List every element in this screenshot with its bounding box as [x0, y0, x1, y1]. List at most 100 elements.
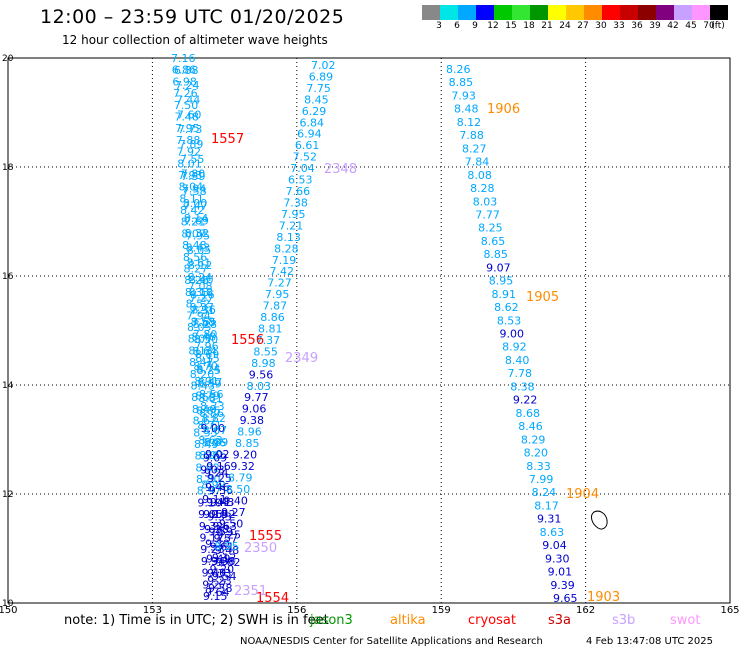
colorbar-swatch: [476, 5, 494, 20]
track-left-b-value: 8.14: [184, 212, 209, 225]
track-middle-value: 9.38: [240, 414, 265, 427]
x-tick-label: 162: [576, 605, 595, 616]
colorbar-label: 70: [703, 21, 715, 31]
track-left-a-value: 7.94: [186, 309, 211, 322]
y-tick-label: 14: [2, 381, 14, 391]
track-right-value: 8.53: [497, 314, 522, 327]
track-right-value: 8.28: [470, 182, 495, 195]
colorbar-label: 36: [631, 21, 643, 31]
track-right-value: 8.03: [473, 195, 498, 208]
track-left-b-value: 8.92: [199, 449, 224, 462]
track-middle-value: 9.12: [212, 552, 237, 565]
track-left-a-value: 8.65: [191, 391, 216, 404]
track-left-d-value: 8.67: [203, 424, 228, 437]
track-middle-value: 8.86: [260, 311, 285, 324]
track-right-value: 8.20: [524, 447, 549, 460]
track-middle-value: 7.75: [306, 82, 331, 95]
legend-altika: altika: [390, 613, 426, 628]
track-left-d-value: 9.57: [214, 532, 239, 545]
x-tick-label: 159: [432, 605, 451, 616]
track-left-d-value: 8.25: [197, 364, 222, 377]
track-right-value: 8.62: [494, 301, 519, 314]
track-left-b-value: 9.03: [200, 464, 225, 477]
track-middle-value: 7.52: [293, 151, 318, 164]
colorbar-label: 15: [505, 21, 517, 31]
track-middle-value: 7.27: [267, 277, 292, 290]
track-left-d-value: 9.52: [211, 508, 236, 521]
track-middle-value: 8.95: [214, 540, 239, 553]
track-left-a-value: 7.95: [175, 122, 200, 135]
track-left-b-value: 8.18: [189, 286, 214, 299]
track-middle-value: 8.03: [246, 380, 271, 393]
colorbar-label: 33: [613, 21, 625, 31]
track-left-d-value: 7.51: [190, 304, 215, 317]
colorbar-swatch: [656, 5, 674, 20]
track-middle-value: 6.84: [299, 116, 324, 129]
colorbar-swatch: [620, 5, 638, 20]
track-left-c-value: 9.24: [204, 466, 229, 479]
track-left-a-value: 9.05: [198, 508, 223, 521]
track-left-a-value: 9.27: [202, 578, 227, 591]
track-left-b-value: 8.58: [191, 316, 216, 329]
track-left-b-value: 9.28: [204, 523, 229, 536]
track-left-b-value: 9.30: [205, 538, 230, 551]
track-middle-value: 9.64: [205, 586, 230, 599]
track-middle-value: 7.37: [256, 334, 281, 347]
track-left-b-value: 8.00: [183, 197, 208, 210]
track-left-c-value: 7.95: [186, 229, 211, 242]
pass-label: 1555: [249, 529, 282, 544]
track-left-a-value: 6.86: [172, 64, 197, 77]
legend-s3b: s3b: [612, 613, 636, 628]
track-left-d-value: 7.80: [193, 328, 218, 341]
track-left-c-value: 9.33: [207, 511, 232, 524]
track-middle-value: 6.89: [309, 70, 334, 83]
track-left-b-value: 9.19: [203, 508, 228, 521]
track-right-value: 9.01: [548, 566, 573, 579]
colorbar-label: 30: [595, 21, 607, 31]
colorbar-labels: 3 6 9 12 15 18 21 24 27 30 33 36 39 42 45 70 (ft): [422, 21, 740, 33]
track-left-d-value: 7.65: [192, 316, 217, 329]
track-left-a-value: 8.20: [190, 368, 215, 381]
y-tick-label: 12: [2, 490, 13, 500]
track-left-c-value: 8.50: [194, 333, 219, 346]
track-left-a-value: 8.97: [197, 485, 222, 498]
track-left-a-value: 7.92: [177, 146, 202, 159]
track-right-value: 8.92: [502, 341, 527, 354]
track-left-a-value: 8.42: [180, 204, 205, 217]
track-right-value: 8.12: [457, 116, 482, 129]
track-left-a-value: 7.26: [173, 87, 198, 100]
track-right-value: 8.40: [505, 354, 529, 367]
track-left-b-value: 9.33: [207, 567, 232, 580]
page-title: 12:00 – 23:59 UTC 01/20/2025: [40, 6, 345, 28]
track-middle-value: 8.50: [226, 483, 251, 496]
track-right-value: 8.26: [446, 63, 471, 76]
track-right-value: 9.07: [486, 261, 511, 274]
track-left-a-value: 7.93: [178, 169, 203, 182]
track-right-value: 9.65: [553, 592, 578, 605]
track-left-a-value: 8.13: [188, 344, 213, 357]
pass-label: 1903: [587, 590, 620, 605]
track-left-d-value: 9.36: [209, 484, 234, 497]
y-tick-label: 20: [2, 54, 14, 64]
colorbar-swatch: [566, 5, 584, 20]
track-left-b-value: 8.79: [195, 390, 220, 403]
track-left-b-value: 7.60: [177, 108, 202, 121]
track-middle-value: 8.55: [253, 345, 277, 358]
x-tick-label: 165: [720, 605, 739, 616]
y-tick-label: 10: [2, 599, 14, 609]
track-left-c-value: 8.12: [188, 259, 213, 272]
track-left-d-value: 9.02: [205, 448, 230, 461]
track-middle-value: 7.95: [265, 288, 290, 301]
track-middle-value: 7.21: [279, 219, 304, 232]
track-right-value: 9.00: [500, 328, 525, 341]
colorbar-label: 45: [685, 21, 697, 31]
track-middle-value: 6.53: [288, 174, 313, 187]
track-left-a-value: 8.27: [184, 263, 209, 276]
track-middle-value: 7.02: [311, 59, 336, 72]
track-right-value: 8.29: [521, 433, 546, 446]
track-left-a-value: 6.98: [172, 75, 197, 88]
track-left-a-value: 8.04: [179, 181, 204, 194]
track-right-value: 8.48: [454, 103, 479, 116]
track-left-a-value: 9.32: [199, 520, 224, 533]
